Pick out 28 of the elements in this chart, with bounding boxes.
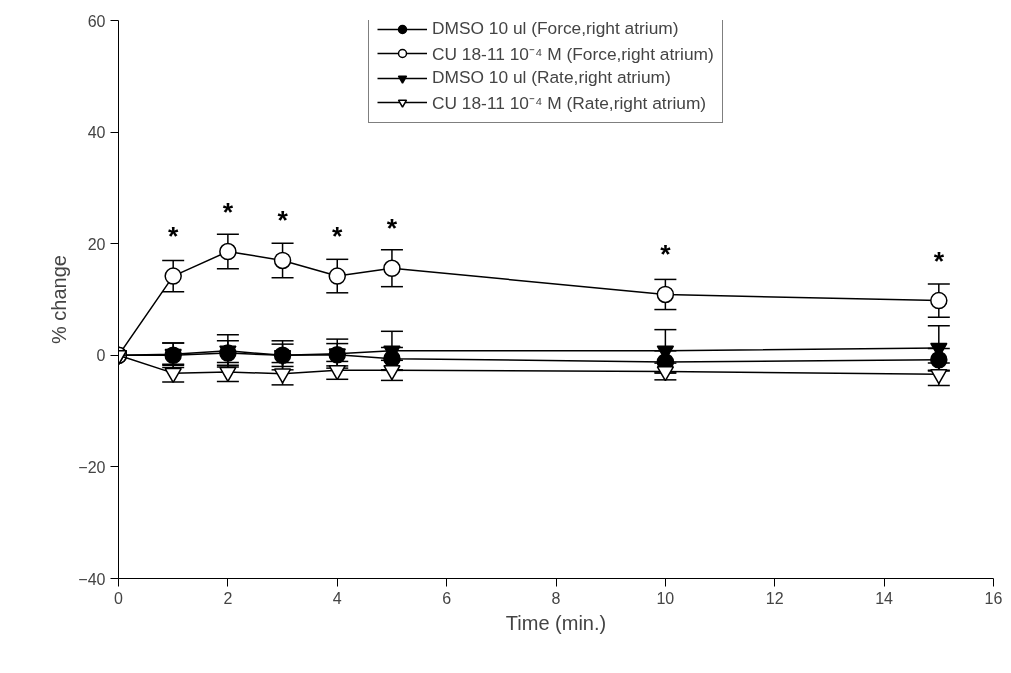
y-tick-label: 20 <box>87 235 106 253</box>
annotation: * <box>386 213 398 244</box>
legend-label: DMSO 10 ul (Force,right atrium) <box>432 19 679 39</box>
y-tick-label: −40 <box>78 570 106 588</box>
legend-label: CU 18-11 10⁻⁴ M (Rate,right atrium) <box>432 92 707 114</box>
x-tick-label: 2 <box>223 589 233 607</box>
y-tick-label: 40 <box>87 124 106 142</box>
annotation: * <box>933 245 945 276</box>
annotation: * <box>222 196 234 227</box>
y-tick-label: −20 <box>78 458 106 476</box>
y-tick-label: 60 <box>87 12 106 30</box>
annotation: * <box>277 205 289 236</box>
x-tick-label: 6 <box>442 589 452 607</box>
annotation: * <box>332 221 344 252</box>
x-axis-title: Time (min.) <box>505 611 607 634</box>
legend-label: CU 18-11 10⁻⁴ M (Force,right atrium) <box>432 43 714 65</box>
x-tick-label: 16 <box>984 589 1003 607</box>
y-axis-title: % change <box>48 255 71 344</box>
x-tick-label: 12 <box>765 589 784 607</box>
annotation: * <box>660 239 672 270</box>
x-tick-label: 8 <box>551 589 561 607</box>
x-tick-label: 10 <box>656 589 675 607</box>
y-tick-label: 0 <box>96 347 106 365</box>
annotation: * <box>168 221 179 252</box>
x-tick-label: 4 <box>332 589 342 607</box>
x-tick-label: 0 <box>114 589 124 607</box>
x-tick-label: 14 <box>875 589 894 607</box>
legend-label: DMSO 10 ul (Rate,right atrium) <box>432 67 671 88</box>
